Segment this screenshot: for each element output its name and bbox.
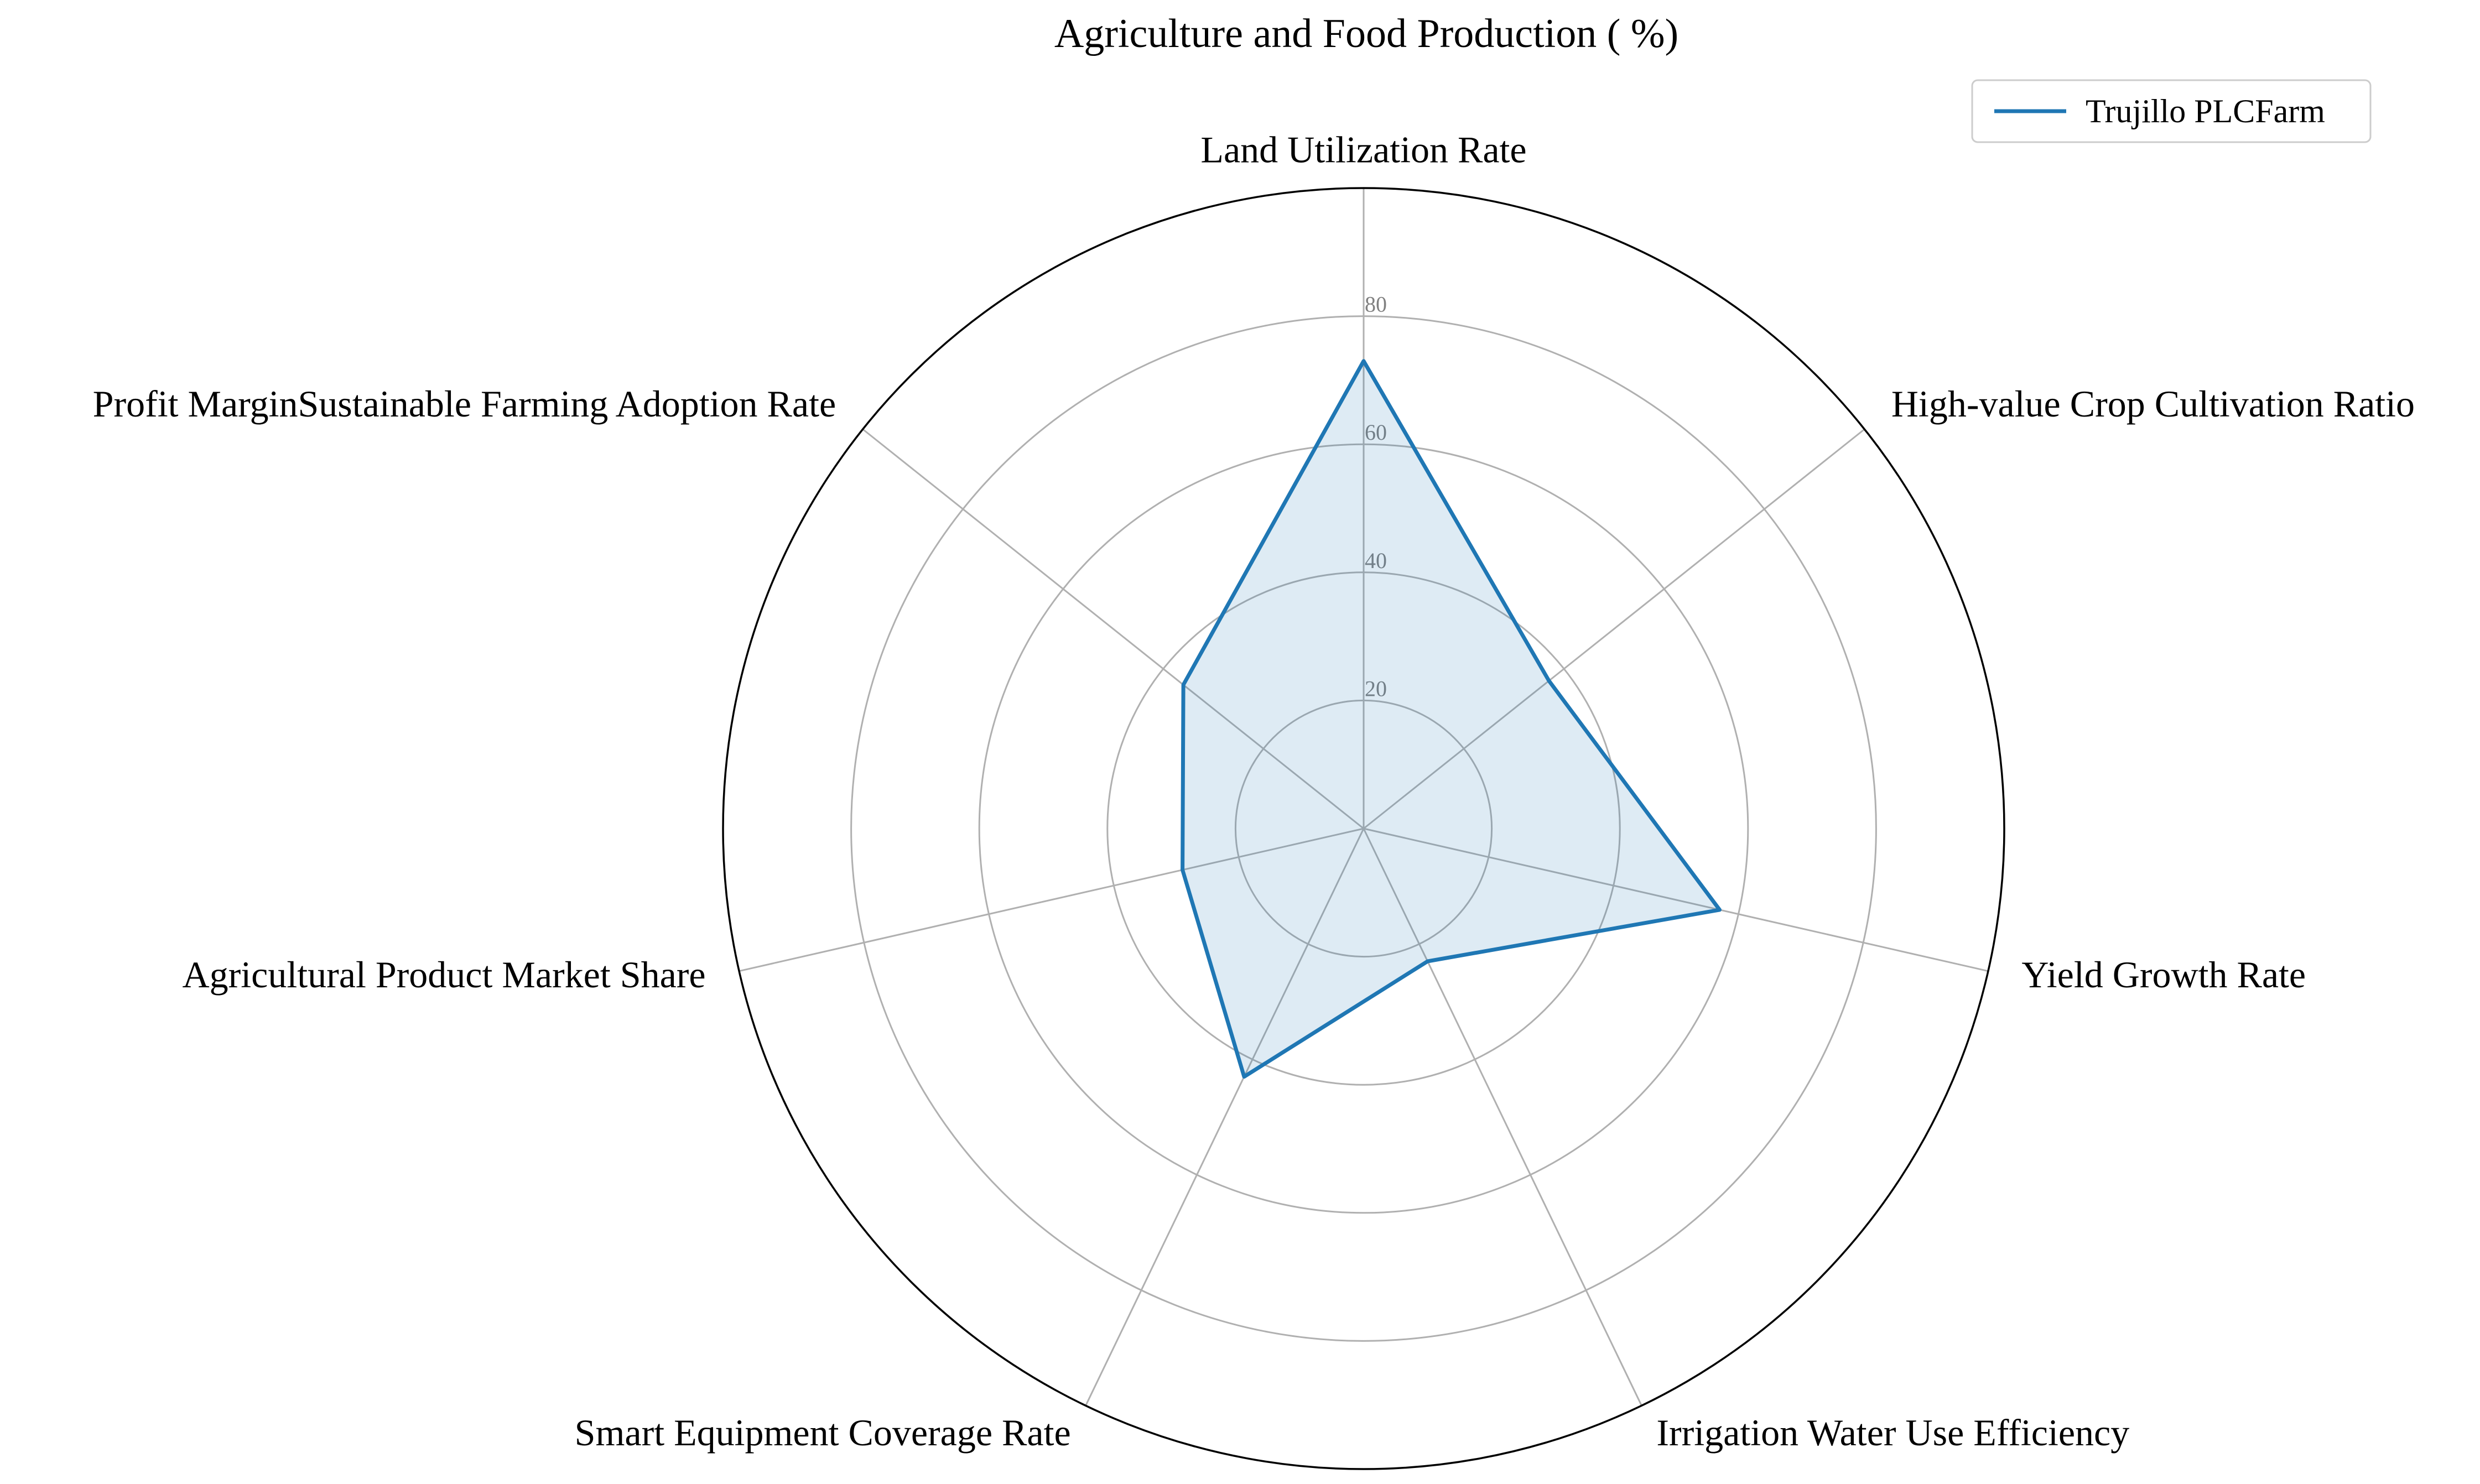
legend-label-trujillo-plcfarm: Trujillo PLCFarm xyxy=(2086,93,2325,129)
axis-spoke-3 xyxy=(1363,828,1642,1406)
axis-spoke-4 xyxy=(1085,828,1365,1406)
radial-tick-labels: 20 40 60 80 xyxy=(1365,292,1387,701)
legend-box xyxy=(1971,79,2372,143)
series-line-0 xyxy=(1181,359,1722,1079)
tick-label-60: 60 xyxy=(1365,420,1387,445)
axis-spoke-1 xyxy=(1363,428,1865,830)
tick-label-80: 80 xyxy=(1365,292,1387,317)
grid-layer xyxy=(722,187,2005,1470)
axis-spoke-5 xyxy=(739,827,1364,972)
axis-label-4: Smart Equipment Coverage Rate xyxy=(575,1412,1071,1454)
axis-labels: Land Utilization Rate High-value Crop Cul… xyxy=(93,129,2415,1454)
axis-label-0: Land Utilization Rate xyxy=(1200,129,1526,171)
axis-spoke-2 xyxy=(1363,827,1989,972)
outer-frame xyxy=(722,187,2005,1470)
axis-label-5: Agricultural Product Market Share xyxy=(183,954,706,996)
axis-label-2: Yield Growth Rate xyxy=(2021,954,2306,996)
axis-spoke-6 xyxy=(862,428,1364,830)
axis-label-6: Profit MarginSustainable Farming Adoptio… xyxy=(93,383,836,425)
chart-title: Agriculture and Food Production ( %) xyxy=(1054,11,1678,56)
tick-label-20: 20 xyxy=(1365,676,1387,701)
series-layer xyxy=(1181,359,1722,1079)
legend: Trujillo PLCFarm xyxy=(1971,79,2372,143)
series-area-0 xyxy=(1182,361,1720,1077)
axis-label-3: Irrigation Water Use Efficiency xyxy=(1656,1412,2129,1454)
tick-label-40: 40 xyxy=(1365,548,1387,573)
axis-label-1: High-value Crop Cultivation Ratio xyxy=(1891,383,2415,425)
